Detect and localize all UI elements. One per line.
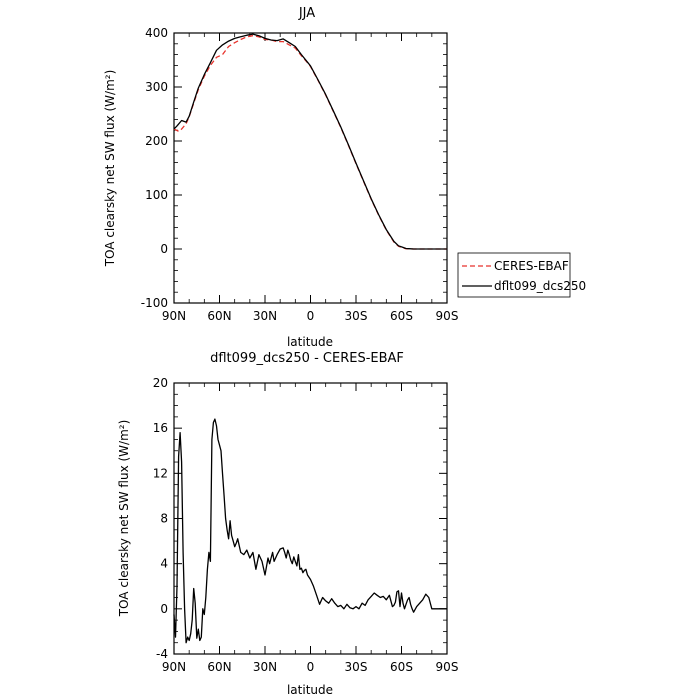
bottom-y-tick-label: 0 <box>160 602 168 616</box>
bottom-y-tick-label: -4 <box>156 647 168 661</box>
bottom-plot-frame <box>173 382 448 655</box>
bottom-y-tick-label: 4 <box>160 557 168 571</box>
bottom-y-axis-label: TOA clearsky net SW flux (W/m²) <box>117 420 131 618</box>
top-x-tick-label: 90N <box>162 309 186 323</box>
legend: CERES-EBAF dflt099_dcs250 <box>457 252 586 298</box>
legend-label-dflt099-dcs250: dflt099_dcs250 <box>494 279 586 293</box>
bottom-x-tick-label: 90N <box>162 660 186 674</box>
bottom-x-tick-label: 30N <box>253 660 277 674</box>
bottom-x-axis-label: latitude <box>287 683 333 697</box>
bottom-y-tick-label: 16 <box>153 421 168 435</box>
bottom-x-tick-label: 30S <box>345 660 368 674</box>
top-y-tick-label: -100 <box>141 296 168 310</box>
top-plot-frame <box>173 32 448 304</box>
top-y-tick-label: 0 <box>160 242 168 256</box>
top-y-tick-label: 100 <box>145 188 168 202</box>
top-series-line-dflt099-dcs250 <box>173 33 447 250</box>
top-panel: JJA -100 0 100 200 300 400 90N 60N 30N 0 30S 60S 90… <box>103 6 586 349</box>
top-y-tick-label: 200 <box>145 134 168 148</box>
top-y-tick-label: 400 <box>145 26 168 40</box>
top-series-line-ceres-ebaf <box>173 35 447 250</box>
bottom-panel: dflt099_dcs250 - CERES-EBAF -4048121620 … <box>117 351 458 697</box>
bottom-y-tick-label: 8 <box>160 512 168 526</box>
top-y-tick-label: 300 <box>145 80 168 94</box>
bottom-chart-title: dflt099_dcs250 - CERES-EBAF <box>210 351 404 366</box>
top-x-tick-label: 90S <box>436 309 459 323</box>
bottom-x-tick-label: 0 <box>307 660 315 674</box>
legend-label-ceres-ebaf: CERES-EBAF <box>494 259 569 273</box>
top-x-tick-label: 30N <box>253 309 277 323</box>
top-x-tick-label: 30S <box>345 309 368 323</box>
bottom-series-line-difference <box>173 418 447 644</box>
top-chart-title: JJA <box>298 6 315 21</box>
top-y-axis-label: TOA clearsky net SW flux (W/m²) <box>103 70 117 268</box>
legend-box <box>457 252 571 298</box>
top-x-tick-label: 60N <box>207 309 231 323</box>
top-x-tick-label: 60S <box>390 309 413 323</box>
bottom-x-tick-label: 90S <box>436 660 459 674</box>
bottom-y-tick-label: 12 <box>153 466 168 480</box>
top-x-tick-label: 0 <box>307 309 315 323</box>
top-x-axis-label: latitude <box>287 335 333 349</box>
bottom-x-tick-label: 60N <box>207 660 231 674</box>
bottom-y-tick-label: 20 <box>153 376 168 390</box>
bottom-x-tick-label: 60S <box>390 660 413 674</box>
